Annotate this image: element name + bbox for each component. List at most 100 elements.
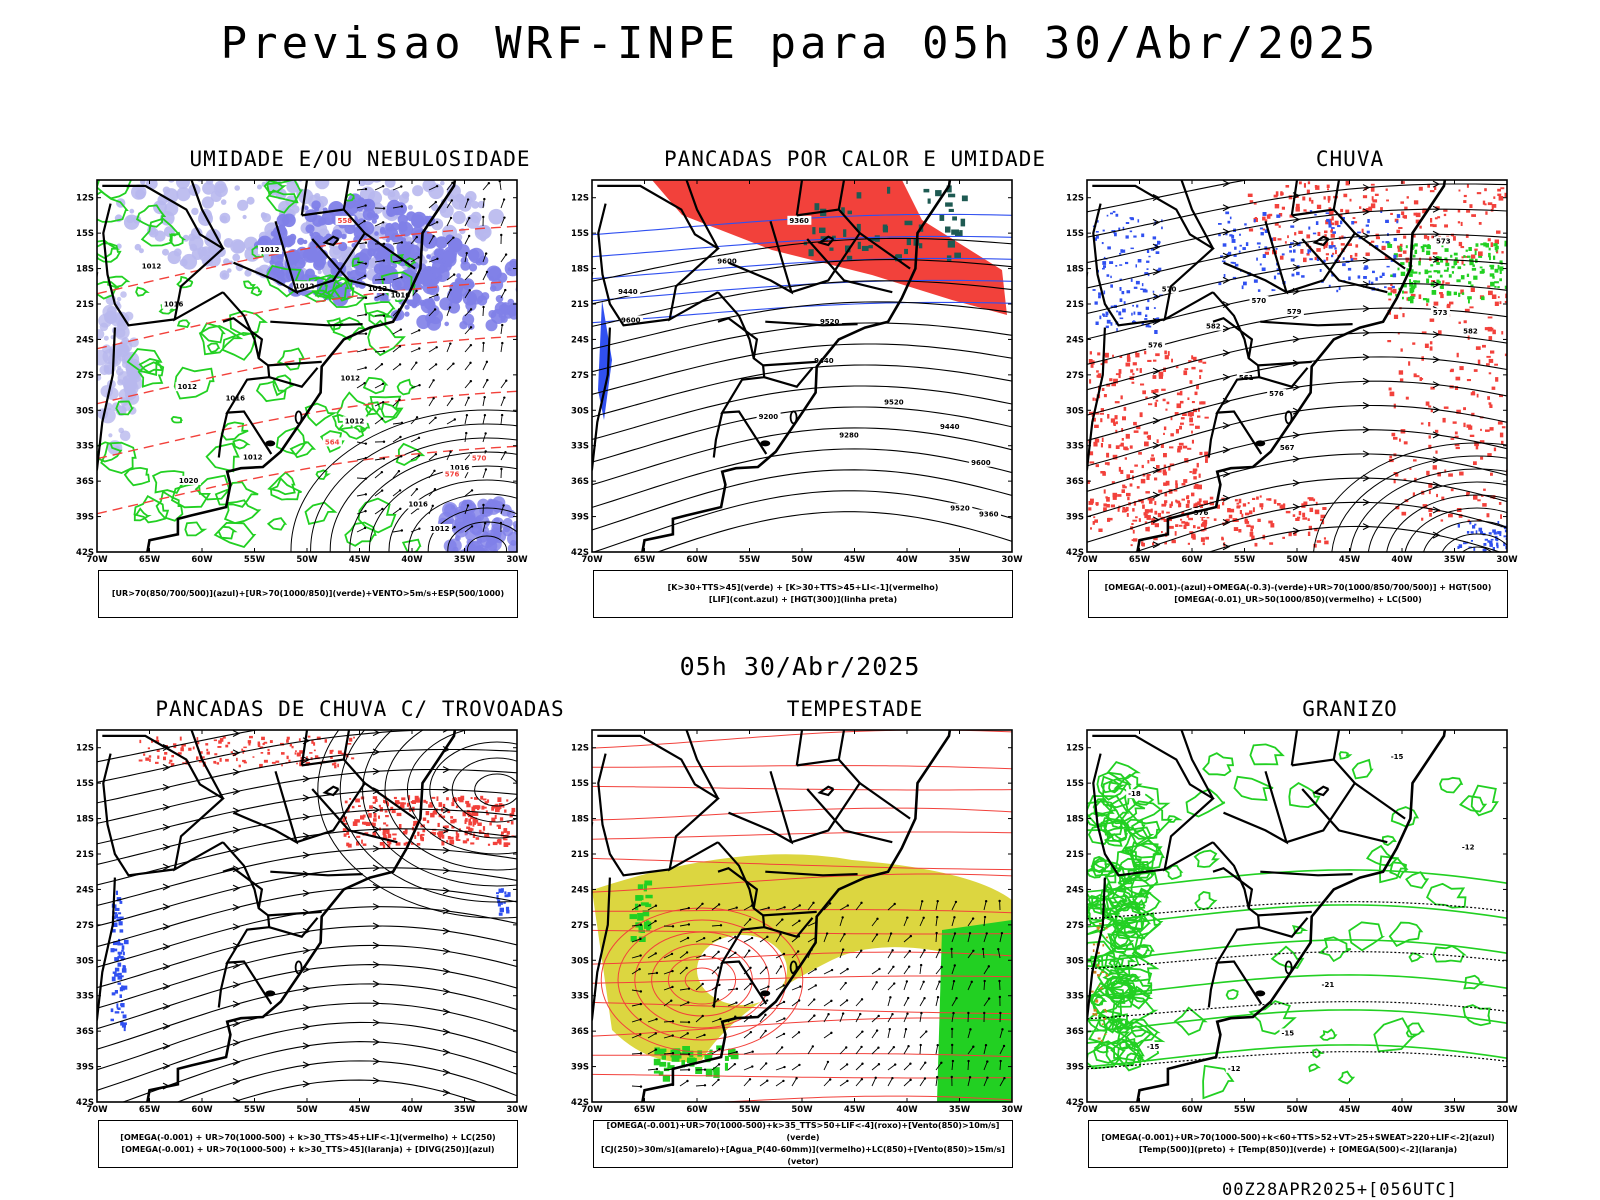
lon-tick-label: 65W — [634, 555, 656, 565]
lat-tick-label: 30S — [571, 956, 589, 966]
lon-tick-label: 65W — [139, 1105, 161, 1115]
svg-text:-21: -21 — [1322, 981, 1335, 989]
svg-text:1012: 1012 — [345, 417, 365, 425]
lat-tick-label: 36S — [76, 477, 94, 487]
lon-tick-label: 70W — [581, 555, 603, 565]
svg-text:567: 567 — [1280, 444, 1295, 452]
lat-tick-label: 12S — [1066, 744, 1084, 754]
lat-tick-label: 42S — [1066, 1098, 1084, 1108]
lon-tick-label: 30W — [506, 555, 528, 565]
svg-text:1016: 1016 — [408, 501, 428, 509]
lon-tick-label: 35W — [949, 1105, 971, 1115]
lon-tick-label: 50W — [296, 1105, 318, 1115]
svg-text:558: 558 — [337, 217, 352, 225]
lat-tick-label: 18S — [571, 815, 589, 825]
legend-line: [OMEGA(-0.001)+UR>70(1000-500)+k>35_TTS>… — [606, 1121, 1000, 1142]
svg-text:9440: 9440 — [940, 423, 960, 431]
panel-legend: [K>30+TTS>45](verde) + [K>30+TTS>45+LI<-… — [593, 570, 1013, 618]
lon-tick-label: 65W — [139, 555, 161, 565]
svg-text:9360: 9360 — [979, 511, 999, 519]
lat-tick-label: 27S — [571, 371, 589, 381]
lat-tick-label: 12S — [571, 744, 589, 754]
lon-tick-label: 70W — [86, 555, 108, 565]
svg-text:573: 573 — [1436, 238, 1451, 246]
lat-tick-label: 42S — [76, 1098, 94, 1108]
lon-tick-label: 30W — [506, 1105, 528, 1115]
lat-tick-label: 39S — [76, 1063, 94, 1073]
legend-line: [UR>70(850/700/500)](azul)+[UR>70(1000/8… — [111, 589, 505, 598]
lat-tick-label: 27S — [76, 921, 94, 931]
lon-tick-label: 60W — [191, 1105, 213, 1115]
lat-tick-label: 15S — [571, 779, 589, 789]
panel-title: TEMPESTADE — [786, 697, 924, 721]
lat-tick-label: 27S — [1066, 371, 1084, 381]
svg-text:-15: -15 — [1391, 753, 1404, 761]
lat-tick-label: 39S — [571, 1063, 589, 1073]
legend-line: [OMEGA(-0.001) + UR>70(1000-500) + k>30_… — [120, 1133, 496, 1142]
lon-tick-label: 60W — [1181, 555, 1203, 565]
weather-map[interactable]: 1012101210121012101610161020101610161012… — [75, 177, 575, 587]
lon-tick-label: 45W — [844, 555, 866, 565]
lat-tick-label: 15S — [571, 229, 589, 239]
lon-tick-label: 50W — [791, 1105, 813, 1115]
lon-tick-label: 55W — [739, 1105, 761, 1115]
lon-tick-label: 55W — [244, 1105, 266, 1115]
lon-tick-label: 65W — [1129, 1105, 1151, 1115]
lat-tick-label: 18S — [1066, 265, 1084, 275]
lat-tick-label: 15S — [1066, 229, 1084, 239]
svg-text:570: 570 — [1162, 285, 1177, 293]
lon-tick-label: 50W — [1286, 555, 1308, 565]
weather-map[interactable]: 58257657657357056757657357056158257912S1… — [1065, 177, 1565, 587]
lat-tick-label: 21S — [76, 850, 94, 860]
svg-text:579: 579 — [1287, 308, 1302, 316]
svg-text:1016: 1016 — [391, 291, 411, 299]
lon-tick-label: 45W — [844, 1105, 866, 1115]
svg-text:576: 576 — [1269, 390, 1284, 398]
svg-text:576: 576 — [445, 470, 460, 478]
svg-text:582: 582 — [1206, 323, 1221, 331]
lat-tick-label: 36S — [1066, 1027, 1084, 1037]
panel-legend: [OMEGA(-0.001)+UR>70(1000-500)+k>35_TTS>… — [593, 1120, 1013, 1168]
lat-tick-label: 33S — [1066, 442, 1084, 452]
svg-text:1012: 1012 — [341, 375, 361, 383]
lon-tick-label: 40W — [896, 555, 918, 565]
lon-tick-label: 35W — [454, 555, 476, 565]
lon-tick-label: 70W — [86, 1105, 108, 1115]
panel-title: UMIDADE E/OU NEBULOSIDADE — [189, 147, 531, 171]
lon-tick-label: 70W — [1076, 1105, 1098, 1115]
panel-title: PANCADAS DE CHUVA C/ TROVOADAS — [155, 697, 565, 721]
lon-tick-label: 50W — [1286, 1105, 1308, 1115]
legend-line: [K>30+TTS>45](verde) + [K>30+TTS>45+LI<-… — [667, 583, 939, 592]
lat-tick-label: 30S — [571, 406, 589, 416]
lat-tick-label: 24S — [571, 335, 589, 345]
svg-text:9200: 9200 — [759, 413, 779, 421]
lat-tick-label: 42S — [571, 1098, 589, 1108]
svg-text:-12: -12 — [1462, 844, 1475, 852]
lon-tick-label: 35W — [1444, 1105, 1466, 1115]
panel-legend: [OMEGA(-0.001)+UR>70(1000-500)+k<60+TTS>… — [1088, 1120, 1508, 1168]
lat-tick-label: 36S — [1066, 477, 1084, 487]
lat-tick-label: 21S — [1066, 850, 1084, 860]
lat-tick-label: 24S — [1066, 885, 1084, 895]
weather-map[interactable]: -12 -12 -15 -15 -15 -18 -21 12S 15S 18S 21S 24S 27S 3… — [1065, 727, 1565, 1137]
lon-tick-label: 35W — [949, 555, 971, 565]
svg-text:9520: 9520 — [884, 398, 904, 406]
lat-tick-label: 39S — [1066, 513, 1084, 523]
lon-tick-label: 60W — [1181, 1105, 1203, 1115]
panel-title: PANCADAS POR CALOR E UMIDADE — [663, 147, 1046, 171]
panel-legend: [OMEGA(-0.001)-(azul)+OMEGA(-0.3)-(verde… — [1088, 570, 1508, 618]
lat-tick-label: 36S — [571, 477, 589, 487]
lat-tick-label: 18S — [1066, 815, 1084, 825]
svg-text:9600: 9600 — [971, 459, 991, 467]
svg-text:9600: 9600 — [717, 258, 737, 266]
weather-map[interactable]: 9600 9520 9600 9440 9520 9440 9360 9360 9280 9200… — [570, 177, 1070, 587]
svg-text:9360: 9360 — [789, 217, 809, 225]
svg-text:9520: 9520 — [820, 318, 840, 326]
lat-tick-label: 36S — [76, 1027, 94, 1037]
lat-tick-label: 30S — [1066, 406, 1084, 416]
lon-tick-label: 65W — [1129, 555, 1151, 565]
lat-tick-label: 27S — [571, 921, 589, 931]
lon-tick-label: 60W — [191, 555, 213, 565]
